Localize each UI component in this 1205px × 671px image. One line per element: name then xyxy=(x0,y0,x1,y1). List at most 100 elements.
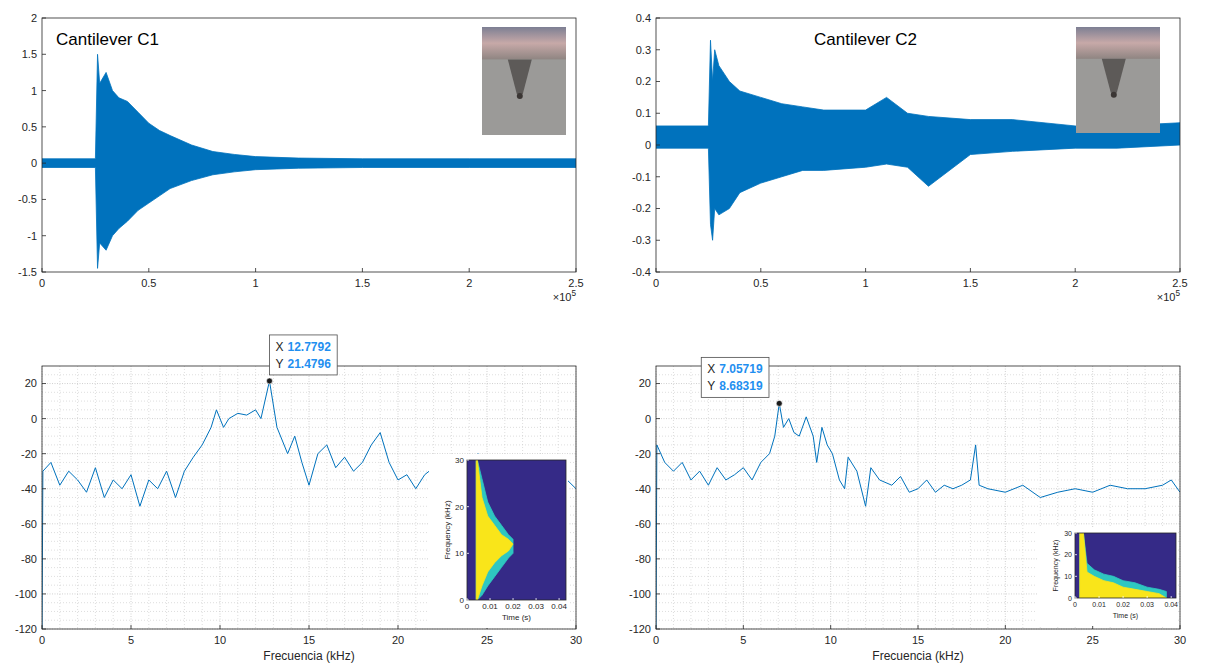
chart-panel: 00.010.020.030.040102030Time (s)Frequenc… xyxy=(1037,527,1178,626)
y-tick-label: -0.4 xyxy=(632,266,651,278)
x-tick xyxy=(309,625,310,629)
minor-grid-line xyxy=(380,366,381,629)
x-tick xyxy=(1075,268,1076,272)
minor-grid-line xyxy=(970,366,971,629)
y-tick xyxy=(656,488,660,489)
data-tip-box xyxy=(269,335,337,375)
minor-grid-line xyxy=(344,366,345,629)
panel-title: Cantilever C1 xyxy=(56,30,159,49)
axes-frame xyxy=(656,366,1180,629)
y-tick-label: 0 xyxy=(1068,595,1072,602)
y-tick-label: -20 xyxy=(635,448,651,460)
x-tick-label: 0.04 xyxy=(1164,601,1178,608)
y-tick-label: 0.4 xyxy=(636,12,651,24)
x-tick xyxy=(743,625,744,629)
y-tick xyxy=(42,90,46,91)
chart-panel: 00.010.020.030.040102030Time (s)Frequenc… xyxy=(429,454,568,628)
grid-line xyxy=(1005,366,1006,629)
x-tick-label: 2.5 xyxy=(568,277,583,289)
minor-grid-line xyxy=(113,366,114,629)
minor-grid-line xyxy=(795,366,796,629)
photo-beam xyxy=(1076,27,1160,59)
x-scale-exponent: 5 xyxy=(571,289,576,298)
data-tip-x: X12.7792 xyxy=(275,340,331,354)
photo-beam xyxy=(482,27,566,59)
x-tick-label: 25 xyxy=(1087,634,1099,646)
grid-line xyxy=(131,366,132,629)
y-tick-label: 0.2 xyxy=(636,75,651,87)
x-tick-label: 0 xyxy=(653,277,659,289)
x-tick xyxy=(1099,596,1100,598)
x-tick xyxy=(1171,596,1172,598)
x-tick xyxy=(918,625,919,629)
x-tick xyxy=(865,268,866,272)
y-tick xyxy=(1075,598,1077,599)
x-tick xyxy=(490,598,491,600)
x-tick-label: 20 xyxy=(392,634,404,646)
minor-grid-line xyxy=(900,366,901,629)
minor-grid-line xyxy=(987,366,988,629)
y-tick xyxy=(656,523,660,524)
y-tick-label: -120 xyxy=(15,623,37,635)
y-tick-label: 10 xyxy=(455,549,464,558)
grid-line xyxy=(830,366,831,629)
inset-background xyxy=(1037,527,1178,626)
y-tick xyxy=(1075,554,1077,555)
x-tick-label: 2.5 xyxy=(1172,277,1187,289)
x-tick-label: 30 xyxy=(570,634,582,646)
y-tick-label: -100 xyxy=(629,588,651,600)
y-tick xyxy=(42,629,46,630)
x-tick xyxy=(559,598,560,600)
signal-band xyxy=(476,460,513,600)
x-axis-title: Time (s) xyxy=(1113,612,1138,620)
plot-data xyxy=(656,403,1180,629)
grid xyxy=(42,366,576,629)
y-tick-label: 0.5 xyxy=(22,121,37,133)
axes-frame xyxy=(42,18,576,272)
minor-grid-line xyxy=(77,366,78,629)
photo-tip xyxy=(517,93,523,99)
data-tip: X12.7792Y21.4796 xyxy=(266,335,337,384)
x-scale-base: ×10 xyxy=(553,291,572,303)
y-axis-title: Frequency (kHz) xyxy=(1052,540,1060,592)
y-tick-label: -0.1 xyxy=(632,171,651,183)
x-tick xyxy=(656,625,657,629)
x-axis-title: Frecuencia (kHz) xyxy=(263,649,354,663)
y-tick-label: 20 xyxy=(1064,551,1072,558)
y-tick-label: 20 xyxy=(455,503,464,512)
y-tick xyxy=(42,453,46,454)
y-tick xyxy=(656,145,660,146)
y-tick xyxy=(656,240,660,241)
y-tick xyxy=(42,18,46,19)
x-tick-label: 1.5 xyxy=(355,277,370,289)
x-scale-factor: ×105 xyxy=(1157,289,1181,303)
minor-grid-line xyxy=(415,366,416,629)
x-tick xyxy=(42,268,43,272)
x-tick-label: 30 xyxy=(1174,634,1186,646)
photo-inset xyxy=(1076,27,1160,133)
minor-grid-line xyxy=(362,366,363,629)
x-tick-label: 5 xyxy=(128,634,134,646)
chart-panel: 00.511.522.5-1.5-1-0.500.511.52×105Canti… xyxy=(18,12,584,303)
inset-background xyxy=(429,454,568,628)
y-tick xyxy=(42,558,46,559)
photo-frame xyxy=(1076,27,1160,133)
y-tick xyxy=(467,600,469,601)
data-tip-y: Y8.68319 xyxy=(707,379,763,393)
x-tick xyxy=(513,598,514,600)
y-tick xyxy=(656,453,660,454)
y-tick xyxy=(467,553,469,554)
data-tip-x: X7.05719 xyxy=(707,362,763,376)
x-tick-label: 0 xyxy=(465,602,470,611)
x-tick-label: 0.01 xyxy=(1092,601,1106,608)
grid-line xyxy=(656,453,1180,454)
signal-band xyxy=(476,460,513,600)
data-tip-point xyxy=(266,378,272,384)
y-tick-label: 0 xyxy=(31,413,37,425)
x-axis-title: Time (s) xyxy=(502,613,531,622)
y-tick-label: 0 xyxy=(645,413,651,425)
y-tick-label: 0 xyxy=(645,139,651,151)
y-tick-label: -20 xyxy=(21,448,37,460)
x-tick-label: 1.5 xyxy=(963,277,978,289)
y-tick xyxy=(467,506,469,507)
